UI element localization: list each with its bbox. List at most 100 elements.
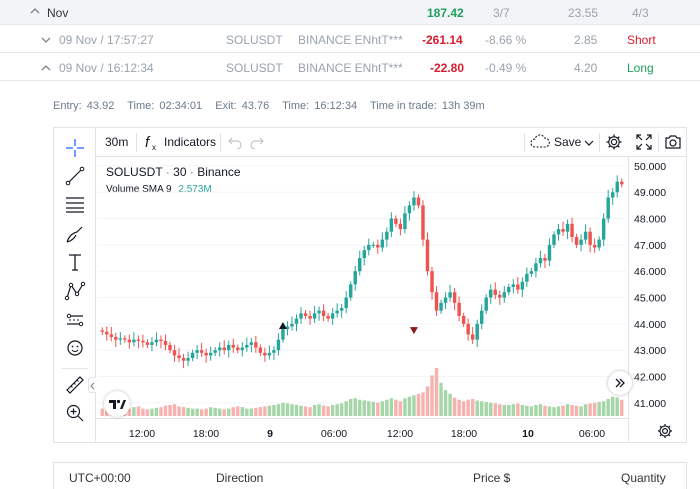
candle-body [484, 297, 488, 311]
volume-bar [561, 405, 565, 416]
cloud-save-icon[interactable] [530, 134, 550, 153]
volume-bar [181, 407, 186, 416]
candle-body [525, 273, 529, 282]
volume-bar [443, 390, 448, 416]
fullscreen-icon[interactable] [635, 133, 653, 154]
brush-tool-icon[interactable] [63, 222, 87, 246]
volume-bar [479, 401, 484, 416]
volume-bar [267, 405, 272, 416]
candle-body [425, 239, 430, 272]
emoji-tool-icon[interactable] [63, 336, 87, 360]
undo-icon[interactable] [228, 135, 242, 152]
forecast-tool-icon[interactable] [63, 308, 87, 332]
candle-body [127, 339, 132, 343]
indicators-button[interactable]: Indicators [164, 135, 217, 149]
candle-body [272, 350, 276, 353]
tradingview-logo-icon[interactable] [104, 391, 130, 417]
candle-body [181, 358, 186, 361]
drawing-toolbar [54, 128, 96, 442]
volume-bar [190, 408, 195, 416]
volume-bar [552, 407, 556, 416]
candle-body [543, 258, 547, 261]
crosshair-tool-icon[interactable] [63, 136, 87, 160]
interval-selector[interactable]: 30m [105, 135, 129, 149]
candle-body [177, 355, 181, 359]
volume-bar [308, 407, 312, 416]
volume-bar [380, 401, 385, 416]
volume-bar [597, 401, 601, 416]
save-button[interactable]: Save [554, 135, 582, 149]
candle-body [123, 338, 127, 340]
expand-chevron-icon[interactable] [41, 34, 51, 48]
trade-symbol: SOLUSDT [226, 61, 283, 75]
volume-bar [272, 404, 276, 416]
candle-body [353, 271, 357, 285]
trade-datetime: 09 Nov / 16:12:34 [59, 61, 154, 75]
trade-row[interactable]: 09 Nov / 17:57:27 SOLUSDT BINANCE ENhtT*… [0, 25, 700, 53]
volume-bar [290, 404, 294, 416]
volume-bar [461, 401, 466, 416]
candle-body [348, 284, 353, 298]
volume-bar [394, 399, 398, 416]
timezone-column-header[interactable]: UTC+00:00 [69, 471, 131, 485]
candle-body [597, 239, 601, 248]
save-dropdown-chevron-icon[interactable] [584, 137, 594, 151]
volume-bar [240, 407, 245, 416]
legend-symbol: SOLUSDT [106, 165, 163, 179]
volume-bar [150, 408, 154, 416]
trade-row[interactable]: 09 Nov / 16:12:34 SOLUSDT BINANCE ENhtT*… [0, 53, 700, 81]
collapse-chevron-icon[interactable] [30, 5, 40, 19]
month-label: Nov [47, 6, 69, 20]
candle-body [254, 342, 258, 348]
volume-bar [547, 406, 552, 416]
volume-bar [434, 368, 439, 416]
volume-bar [565, 404, 570, 416]
candle-body [606, 197, 610, 219]
settings-gear-icon[interactable] [605, 133, 623, 154]
volume-bar [538, 404, 543, 416]
candle-body [547, 244, 552, 261]
candle-body [389, 218, 394, 232]
redo-icon[interactable] [250, 135, 264, 152]
trend-line-tool-icon[interactable] [63, 164, 87, 188]
candle-body [412, 197, 416, 206]
volume-bar [254, 407, 258, 416]
candle-body [145, 342, 150, 345]
month-summary-row[interactable]: Nov 187.42 3/7 23.55 4/3 [0, 0, 700, 25]
pattern-tool-icon[interactable] [63, 279, 87, 303]
candle-body [371, 244, 376, 246]
candle-body [565, 223, 570, 232]
volume-bar [588, 403, 592, 416]
candle-body [141, 340, 145, 343]
price-column-header: Price $ [473, 471, 511, 485]
toolbar-collapse-arrow-icon[interactable] [88, 377, 96, 393]
trade-details-line: Entry: 43.92 Time: 02:34:01 Exit: 43.76 … [53, 100, 487, 112]
volume-bar [326, 406, 330, 416]
scroll-to-realtime-icon[interactable] [608, 371, 632, 395]
y-axis-tick-label: 47.000 [634, 240, 666, 252]
candle-body [195, 350, 199, 353]
volume-bar [484, 401, 488, 416]
candle-body [394, 218, 398, 224]
candle-body [561, 229, 565, 232]
collapse-chevron-icon[interactable] [41, 62, 51, 76]
zoom-in-icon[interactable] [63, 401, 87, 425]
volume-bar [520, 404, 525, 416]
exit-time-label: Time: [282, 100, 310, 112]
text-tool-icon[interactable] [63, 250, 87, 274]
candle-body [430, 271, 434, 293]
axis-settings-gear-icon[interactable] [656, 422, 674, 440]
x-axis-tick-label: 12:00 [129, 428, 155, 440]
entry-marker-up-icon [278, 321, 287, 329]
candle-body [290, 323, 294, 327]
screenshot-camera-icon[interactable] [664, 133, 682, 154]
candle-body [538, 258, 543, 264]
candle-body [258, 347, 263, 353]
volume-indicator-value: 2.573M [178, 184, 212, 195]
ruler-tool-icon[interactable] [63, 373, 87, 397]
candle-body [376, 244, 380, 248]
volume-bar [592, 402, 597, 416]
fib-retracement-tool-icon[interactable] [63, 192, 87, 216]
